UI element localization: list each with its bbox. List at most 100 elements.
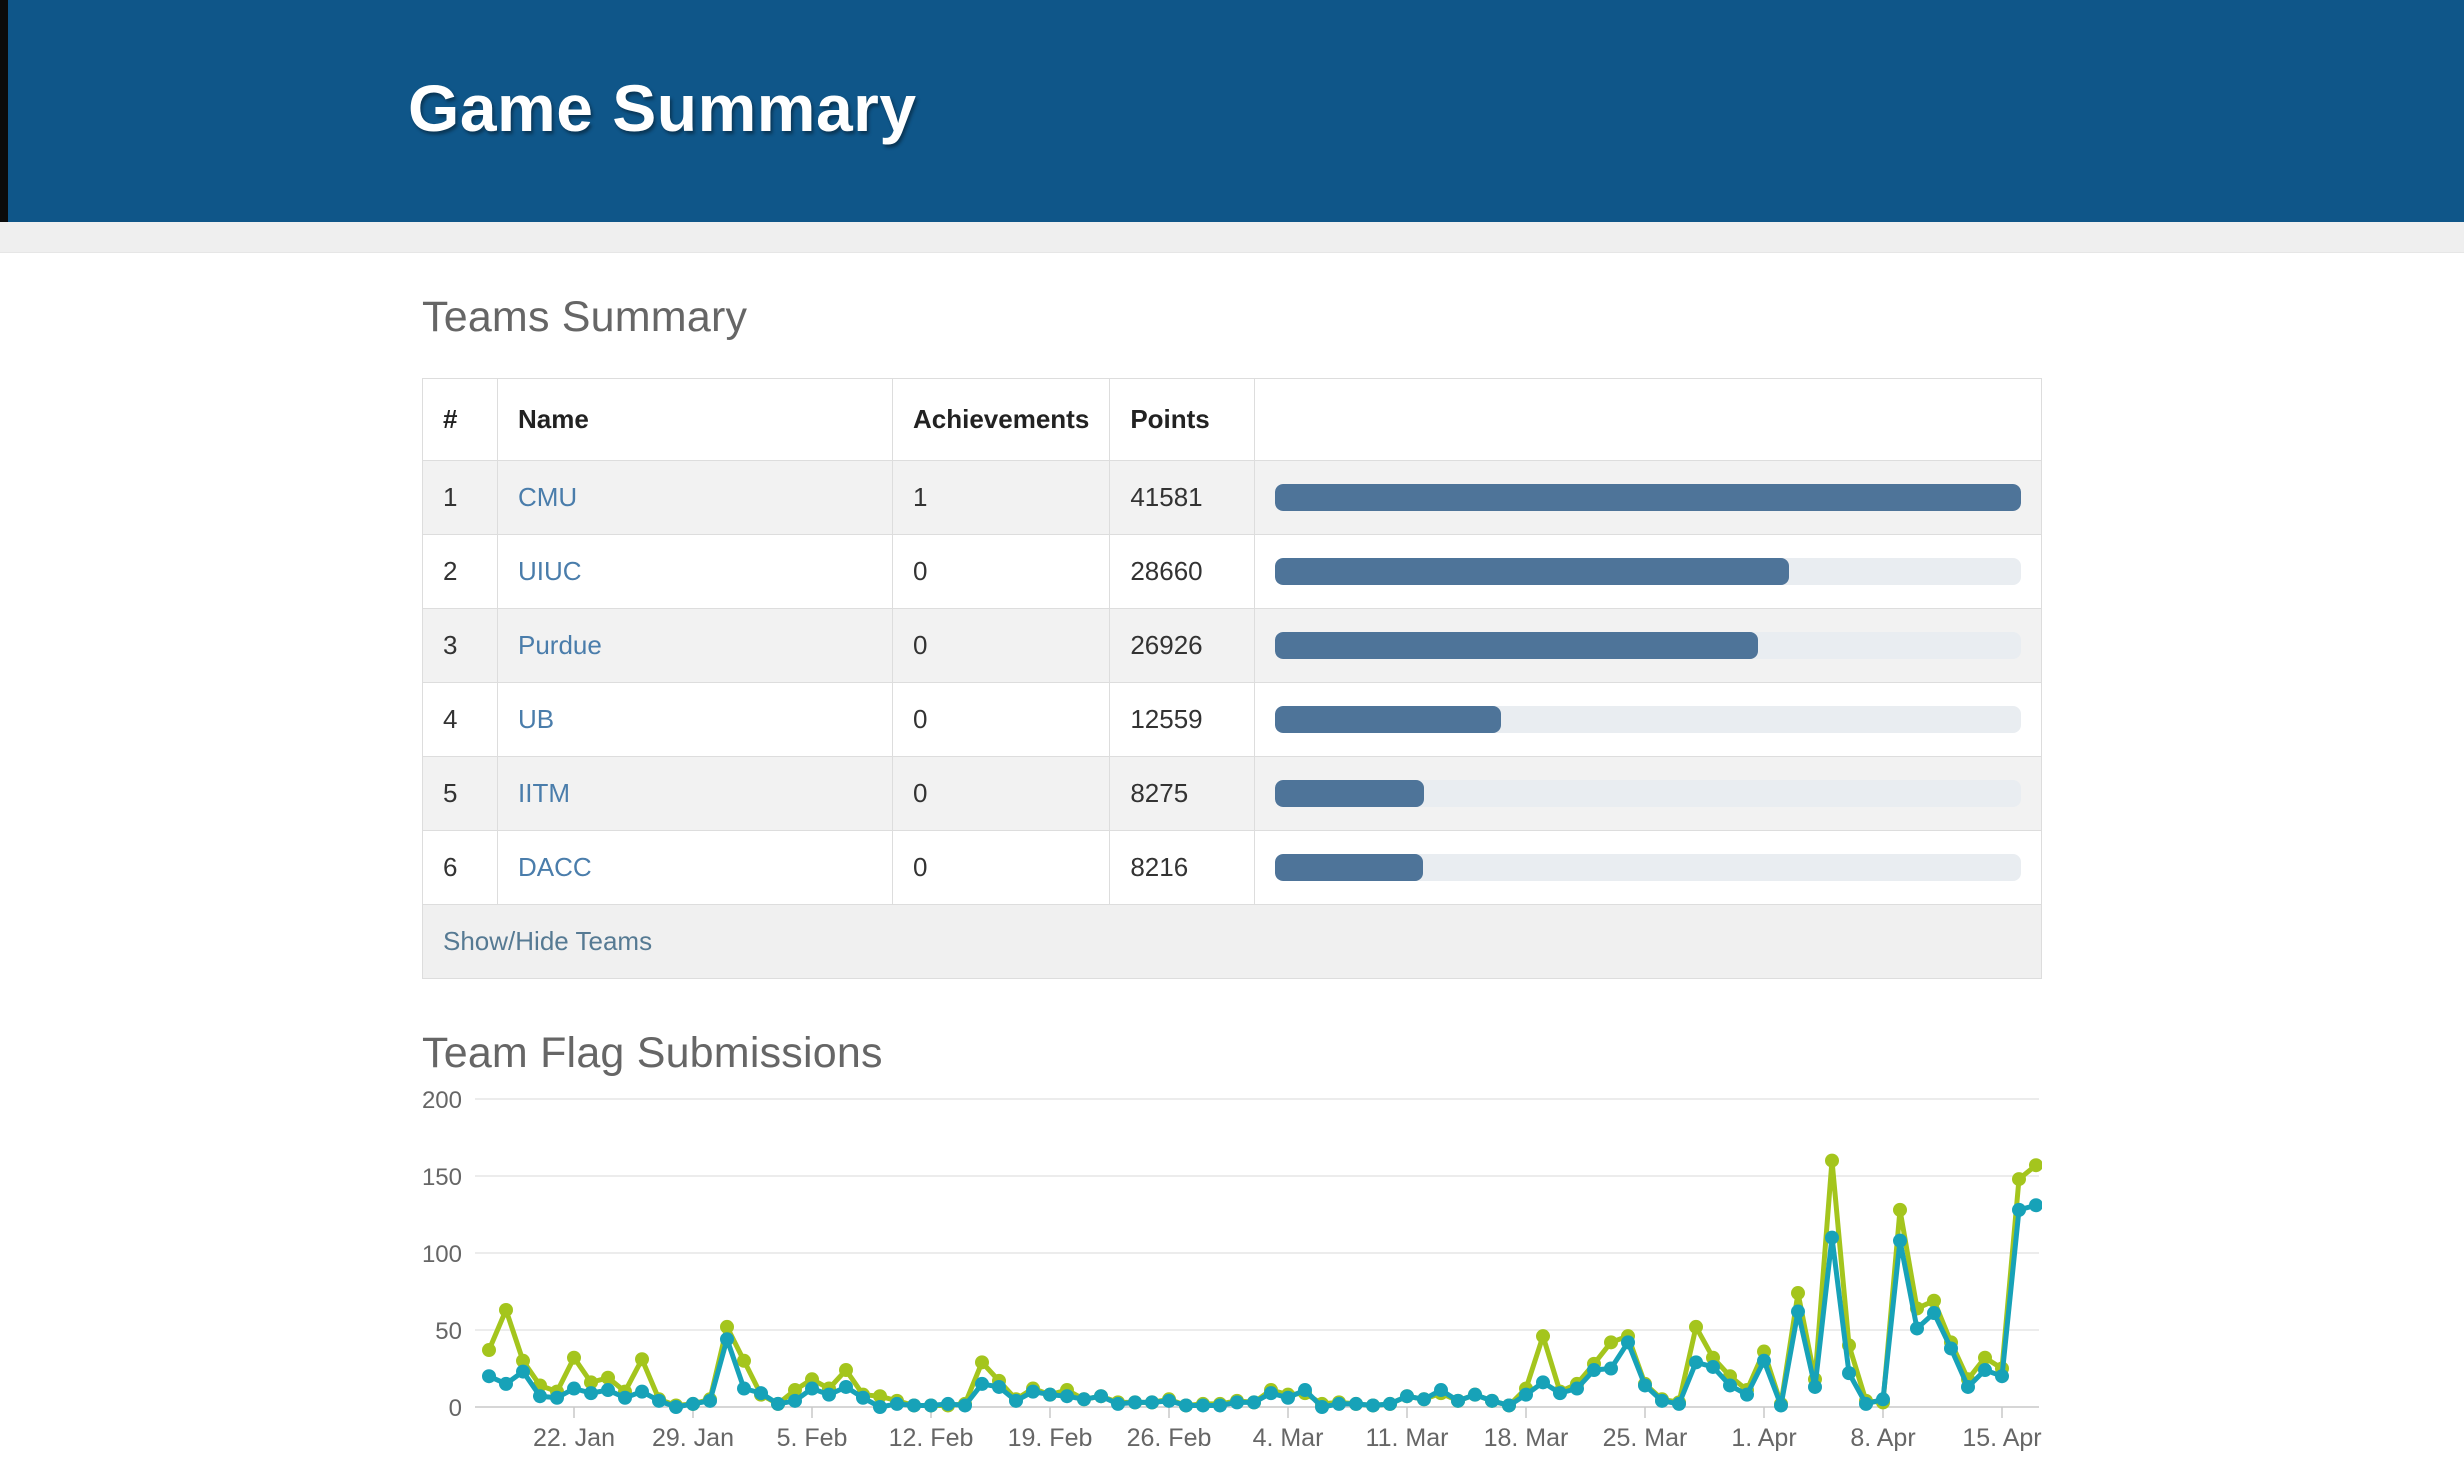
data-point-teal-team [1230,1395,1244,1410]
team-name-link[interactable]: IITM [518,778,570,809]
data-point-teal-team [1655,1393,1669,1408]
data-point-teal-team [1927,1305,1941,1320]
team-points-bar-cell [1254,682,2042,758]
team-name-link[interactable]: CMU [518,482,578,513]
data-point-teal-team [1264,1386,1278,1401]
points-bar-fill [1275,484,2021,512]
team-name-link[interactable]: UIUC [518,556,582,587]
y-axis-tick-label: 100 [422,1241,462,1268]
team-points-bar-cell [1254,608,2042,684]
data-point-green-team [1978,1350,1992,1365]
data-point-teal-team [1111,1396,1125,1411]
flag-submissions-chart-area: 0 50 100 150 200 22. Jan 29. Jan 5. Feb 12. Feb 1… [422,1079,2042,1464]
data-point-teal-team [482,1369,496,1384]
x-axis-tick-label: 4. Mar [1253,1424,1324,1452]
column-header-bar [1254,378,2042,462]
team-achievements: 0 [891,682,1111,758]
header-substrip [0,222,2464,253]
data-point-teal-team [1587,1362,1601,1377]
data-point-teal-team [1213,1398,1227,1413]
data-point-teal-team [720,1332,734,1347]
data-point-teal-team [584,1386,598,1401]
data-point-teal-team [1383,1396,1397,1411]
data-point-teal-team [992,1379,1006,1394]
data-point-teal-team [499,1376,513,1391]
show-hide-teams-link[interactable]: Show/Hide Teams [443,926,653,957]
data-point-green-team [1927,1293,1941,1308]
data-point-teal-team [958,1398,972,1413]
table-footer-row: Show/Hide Teams [422,904,2042,980]
table-row: 2 UIUC 0 28660 [422,534,2042,610]
data-point-teal-team [686,1396,700,1411]
data-point-green-team [788,1382,802,1397]
data-point-teal-team [1349,1396,1363,1411]
page-header: Game Summary [0,0,2464,222]
data-point-teal-team [822,1387,836,1402]
data-point-teal-team [618,1390,632,1405]
table-row: 5 IITM 0 8275 [422,756,2042,832]
flag-submissions-chart: 0 50 100 150 200 22. Jan 29. Jan 5. Feb 12. Feb 1… [422,1087,2042,1452]
data-point-green-team [635,1352,649,1367]
data-point-teal-team [2029,1198,2042,1213]
data-point-teal-team [1145,1395,1159,1410]
x-axis-tick-label: 19. Feb [1008,1424,1093,1452]
series-line-teal-team [486,1202,2039,1410]
data-point-teal-team [635,1384,649,1399]
data-point-teal-team [1366,1398,1380,1413]
data-point-green-team [1893,1202,1907,1217]
points-bar-track [1275,854,2021,882]
data-point-teal-team [1179,1398,1193,1413]
data-point-green-team [584,1375,598,1390]
team-achievements: 1 [891,460,1111,536]
points-bar-track [1275,706,2021,734]
data-point-teal-team [1519,1387,1533,1402]
data-point-teal-team [1672,1396,1686,1411]
data-point-teal-team [1162,1393,1176,1408]
data-point-teal-team [1128,1395,1142,1410]
data-point-green-team [1604,1335,1618,1350]
team-points-bar-cell [1254,830,2042,906]
points-bar-track [1275,780,2021,808]
data-point-teal-team [856,1390,870,1405]
column-header-achievements: Achievements [891,378,1111,462]
data-point-teal-team [1570,1381,1584,1396]
y-axis-tick-label: 50 [435,1318,462,1345]
data-point-green-team [516,1353,530,1368]
x-axis-tick-label: 22. Jan [533,1424,615,1452]
data-point-teal-team [839,1379,853,1394]
y-axis-tick-label: 200 [422,1087,462,1114]
data-point-teal-team [1247,1395,1261,1410]
team-points: 8216 [1109,830,1256,906]
data-point-teal-team [1553,1386,1567,1401]
data-point-teal-team [1434,1382,1448,1397]
points-bar-fill [1275,632,1759,660]
data-point-teal-team [1859,1396,1873,1411]
data-point-teal-team [1706,1359,1720,1374]
data-point-teal-team [1723,1378,1737,1393]
team-points: 8275 [1109,756,1256,832]
column-header-points: Points [1109,378,1256,462]
y-axis-tick-label: 0 [449,1395,462,1422]
data-point-teal-team [1502,1398,1516,1413]
x-axis-tick-label: 26. Feb [1127,1424,1212,1452]
data-point-teal-team [1468,1387,1482,1402]
team-name-link[interactable]: Purdue [518,630,602,661]
team-name-link[interactable]: DACC [518,852,592,883]
data-point-green-team [601,1370,615,1385]
x-axis-tick-label: 11. Mar [1366,1424,1449,1452]
team-points: 12559 [1109,682,1256,758]
data-point-teal-team [1315,1399,1329,1414]
x-axis-tick-label: 25. Mar [1603,1424,1688,1452]
data-point-teal-team [1791,1304,1805,1319]
data-point-teal-team [805,1381,819,1396]
x-axis-tick-label: 18. Mar [1484,1424,1569,1452]
data-point-green-team [499,1302,513,1317]
data-point-teal-team [1281,1390,1295,1405]
flag-submissions-heading: Team Flag Submissions [422,1029,883,1078]
team-name-link[interactable]: UB [518,704,555,735]
data-point-green-team [567,1350,581,1365]
data-point-teal-team [567,1381,581,1396]
data-point-teal-team [1485,1393,1499,1408]
data-point-teal-team [533,1389,547,1404]
column-header-name: Name [497,378,893,462]
